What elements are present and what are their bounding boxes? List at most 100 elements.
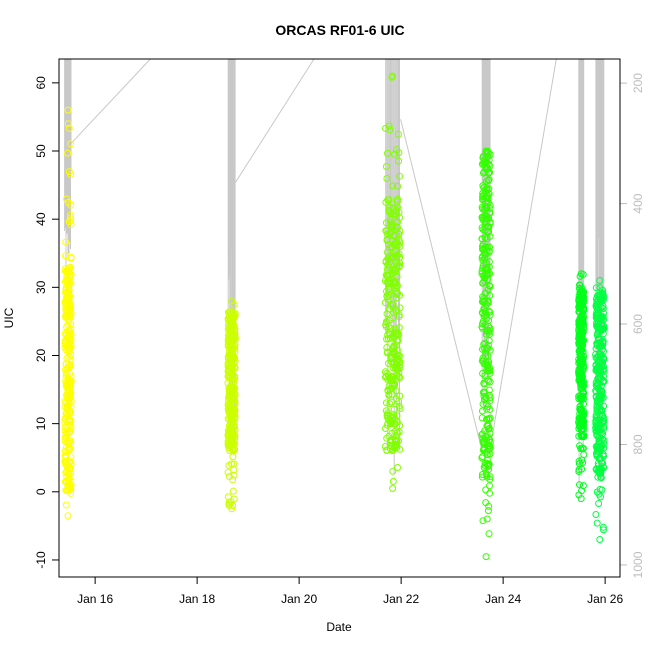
data-point: [395, 324, 403, 332]
data-point: [483, 327, 491, 335]
data-point: [225, 316, 232, 324]
data-point: [483, 330, 490, 338]
data-point: [483, 376, 491, 384]
data-point: [578, 444, 586, 452]
data-point: [483, 436, 491, 444]
data-point: [596, 465, 604, 473]
data-point: [66, 344, 74, 352]
data-point: [575, 335, 583, 342]
data-point: [485, 316, 493, 324]
data-point: [62, 409, 70, 417]
y2-tick-label: 600: [631, 314, 645, 334]
x-tick-label: Jan 26: [587, 592, 623, 606]
data-point: [592, 354, 600, 362]
data-point: [485, 185, 493, 193]
data-point: [577, 407, 585, 415]
data-point: [592, 284, 600, 292]
data-point: [486, 282, 494, 290]
data-point: [576, 402, 584, 410]
data-point: [592, 387, 600, 395]
data-point: [592, 427, 600, 435]
data-point: [387, 210, 395, 218]
data-point: [389, 223, 396, 231]
data-point: [592, 417, 600, 425]
data-point: [395, 157, 403, 165]
data-point: [224, 468, 232, 476]
data-point: [67, 140, 75, 148]
data-point: [231, 332, 239, 340]
data-point: [392, 266, 399, 274]
data-point: [577, 270, 585, 278]
data-point: [62, 297, 70, 305]
data-point: [229, 400, 237, 408]
data-point: [597, 474, 605, 482]
data-point: [579, 355, 587, 363]
data-point: [394, 182, 402, 190]
data-point: [386, 400, 394, 408]
data-point: [483, 269, 491, 277]
data-point: [387, 419, 394, 427]
data-point: [483, 249, 491, 256]
y2-tick-label: 800: [631, 434, 645, 454]
data-point: [580, 451, 588, 459]
data-point: [596, 374, 604, 382]
data-point: [382, 399, 390, 407]
data-point: [483, 405, 491, 413]
data-point: [227, 386, 235, 394]
data-point: [593, 488, 601, 496]
data-point: [389, 377, 397, 385]
data-point: [600, 526, 607, 534]
data-point: [388, 223, 396, 231]
data-point: [479, 400, 487, 408]
data-point: [482, 553, 490, 561]
data-point: [485, 460, 493, 468]
data-point: [66, 382, 74, 389]
data-point: [592, 465, 600, 473]
data-point: [394, 464, 401, 471]
data-point: [482, 264, 490, 272]
data-point: [63, 195, 70, 203]
data-point: [389, 467, 397, 475]
axes-layer: Jan 16 Jan 18 Jan 20 Jan 22 Jan 24 Jan 26 -10 0…: [34, 73, 645, 606]
data-point: [486, 475, 494, 483]
data-point: [479, 453, 487, 460]
data-point: [486, 326, 494, 334]
data-point: [61, 457, 69, 465]
data-point: [596, 470, 604, 477]
data-point: [385, 329, 393, 337]
data-point: [479, 279, 487, 287]
data-point: [231, 446, 238, 454]
data-point: [479, 205, 487, 213]
data-point: [66, 486, 74, 494]
data-point: [230, 415, 238, 423]
data-point: [486, 489, 494, 497]
data-point: [388, 398, 396, 406]
data-point: [382, 257, 390, 265]
data-point: [62, 238, 70, 246]
flight-rf06-series: [592, 277, 608, 543]
data-point: [594, 442, 602, 450]
data-point: [480, 340, 488, 348]
data-point: [486, 442, 494, 450]
data-point: [485, 415, 493, 423]
data-point: [382, 163, 390, 170]
data-point: [230, 423, 238, 431]
points-layer: [61, 72, 608, 561]
data-point: [578, 487, 585, 495]
data-point: [575, 432, 583, 440]
data-point: [596, 536, 604, 543]
data-point: [388, 358, 396, 366]
data-point: [63, 354, 71, 362]
data-point: [382, 227, 390, 235]
data-point: [225, 365, 233, 373]
data-point: [393, 366, 401, 374]
data-point: [482, 346, 490, 354]
data-point: [599, 337, 607, 345]
data-point: [65, 399, 73, 407]
data-point: [63, 430, 71, 438]
data-point: [229, 453, 237, 461]
data-point: [64, 120, 72, 128]
data-point: [230, 495, 238, 503]
data-point: [593, 407, 601, 415]
